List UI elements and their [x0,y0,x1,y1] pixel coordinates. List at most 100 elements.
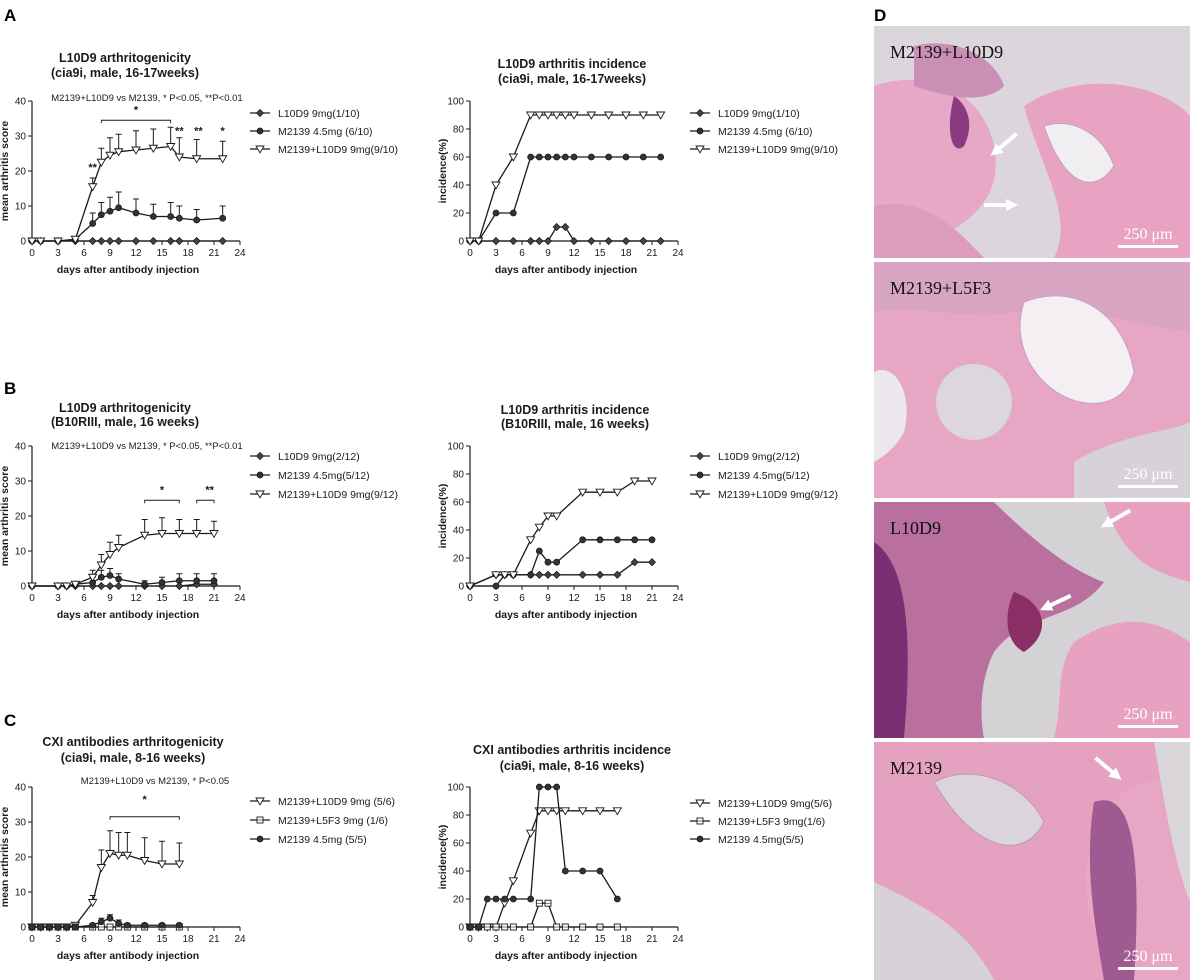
series-line [470,902,618,928]
data-point [193,577,201,585]
series-triangle-down [27,126,228,246]
charts-canvas: L10D9 arthritogenicity(cia9i, male, 16-1… [0,51,838,962]
data-point [525,829,536,838]
y-tick-label: 20 [15,512,27,523]
y-tick-label: 20 [453,209,465,220]
y-tick-label: 0 [20,923,26,934]
panel-label-b: B [4,379,17,398]
legend-marker [256,127,264,135]
data-point [561,153,569,161]
legend-marker [255,451,265,461]
data-point [535,153,543,161]
data-point [106,914,114,922]
arrow-icon [1037,589,1073,614]
x-tick-label: 24 [672,593,684,604]
data-point [553,558,561,566]
data-point [613,570,622,579]
x-tick-label: 3 [55,248,61,259]
chart-c-left: CXI antibodies arthritogenicity (cia9i, m… [0,735,395,962]
y-tick-label: 100 [447,97,464,108]
legend-label: L10D9 9mg(2/12) [718,451,800,463]
data-point [465,237,475,246]
x-tick-label: 24 [672,934,684,945]
data-point [54,923,62,931]
x-tick-label: 6 [519,248,525,259]
data-point [605,153,613,161]
data-point [28,923,36,931]
x-tick-label: 6 [81,934,87,945]
data-point [586,111,597,120]
x-tick-label: 15 [594,934,606,945]
significance-marker: ** [194,125,203,137]
data-point [70,580,81,589]
data-point [587,153,595,161]
x-tick-label: 6 [519,934,525,945]
data-point [544,783,552,791]
legend-label: M2139+L10D9 9mg(9/10) [278,144,398,156]
data-point [491,236,501,246]
x-tick-label: 0 [467,934,473,945]
data-point [509,236,518,246]
y-tick-label: 80 [453,811,465,822]
y-tick-label: 40 [453,526,465,537]
data-point [96,158,107,167]
series-triangle-down [465,477,657,591]
significance-bracket [109,816,180,820]
data-point [551,111,562,120]
data-point [139,857,150,866]
scale-bar: 250 μm [1118,948,1178,970]
series-dot [28,191,227,245]
series-line [32,917,180,928]
data-point [560,807,571,816]
y-axis-label: incidence(%) [437,825,449,890]
data-point [577,488,588,497]
chart-a-left: L10D9 arthritogenicity(cia9i, male, 16-1… [0,51,398,276]
x-tick-label: 18 [620,248,632,259]
data-point [508,571,519,580]
chart-title: L10D9 arthritis incidence [498,57,647,71]
data-point [543,807,553,816]
y-tick-label: 100 [447,783,464,794]
legend-label: L10D9 9mg(1/10) [278,108,360,120]
histology-image [874,262,1190,498]
x-axis-label: days after antibody injection [57,264,199,276]
data-point [629,477,640,486]
series-triangle-down [27,830,185,932]
chart-a-right: L10D9 arthritis incidence(cia9i, male, 1… [437,57,838,276]
data-point [527,153,535,161]
legend-marker [255,797,265,806]
data-point [509,209,517,217]
series-triangle-down [465,111,666,246]
data-point [631,536,639,544]
legend-label: M2139+L5F3 9mg(1/6) [718,816,825,828]
data-point [175,581,184,591]
data-point [596,536,604,544]
x-tick-label: 12 [568,593,580,604]
data-point [587,236,596,246]
y-tick-label: 30 [15,477,27,488]
arrow-icon [984,198,1018,211]
data-point [543,570,553,579]
scale-bar: 250 μm [1118,466,1178,488]
scale-bar: 250 μm [1118,706,1178,728]
data-point [158,921,166,929]
data-point [175,236,184,246]
data-point [544,558,552,566]
y-tick-label: 0 [20,237,26,248]
legend-marker [695,145,705,154]
data-point [492,895,500,903]
x-axis-label: days after antibody injection [57,609,199,621]
legend-label: M2139 4.5mg(5/12) [278,470,370,482]
legend-marker [256,835,264,843]
chart-note: M2139+L10D9 vs M2139, * P<0.05 [81,776,229,787]
data-point [535,783,543,791]
data-point [96,561,107,570]
data-point [465,582,475,591]
x-tick-label: 9 [545,248,551,259]
legend-label: M2139 4.5mg (5/5) [278,834,367,846]
series-line [32,532,214,587]
legend-label: L10D9 9mg(2/12) [278,451,360,463]
chart-b-right: L10D9 arthritis incidence(B10RIII, male,… [437,403,838,621]
data-point [97,211,105,219]
legend-marker [696,127,704,135]
